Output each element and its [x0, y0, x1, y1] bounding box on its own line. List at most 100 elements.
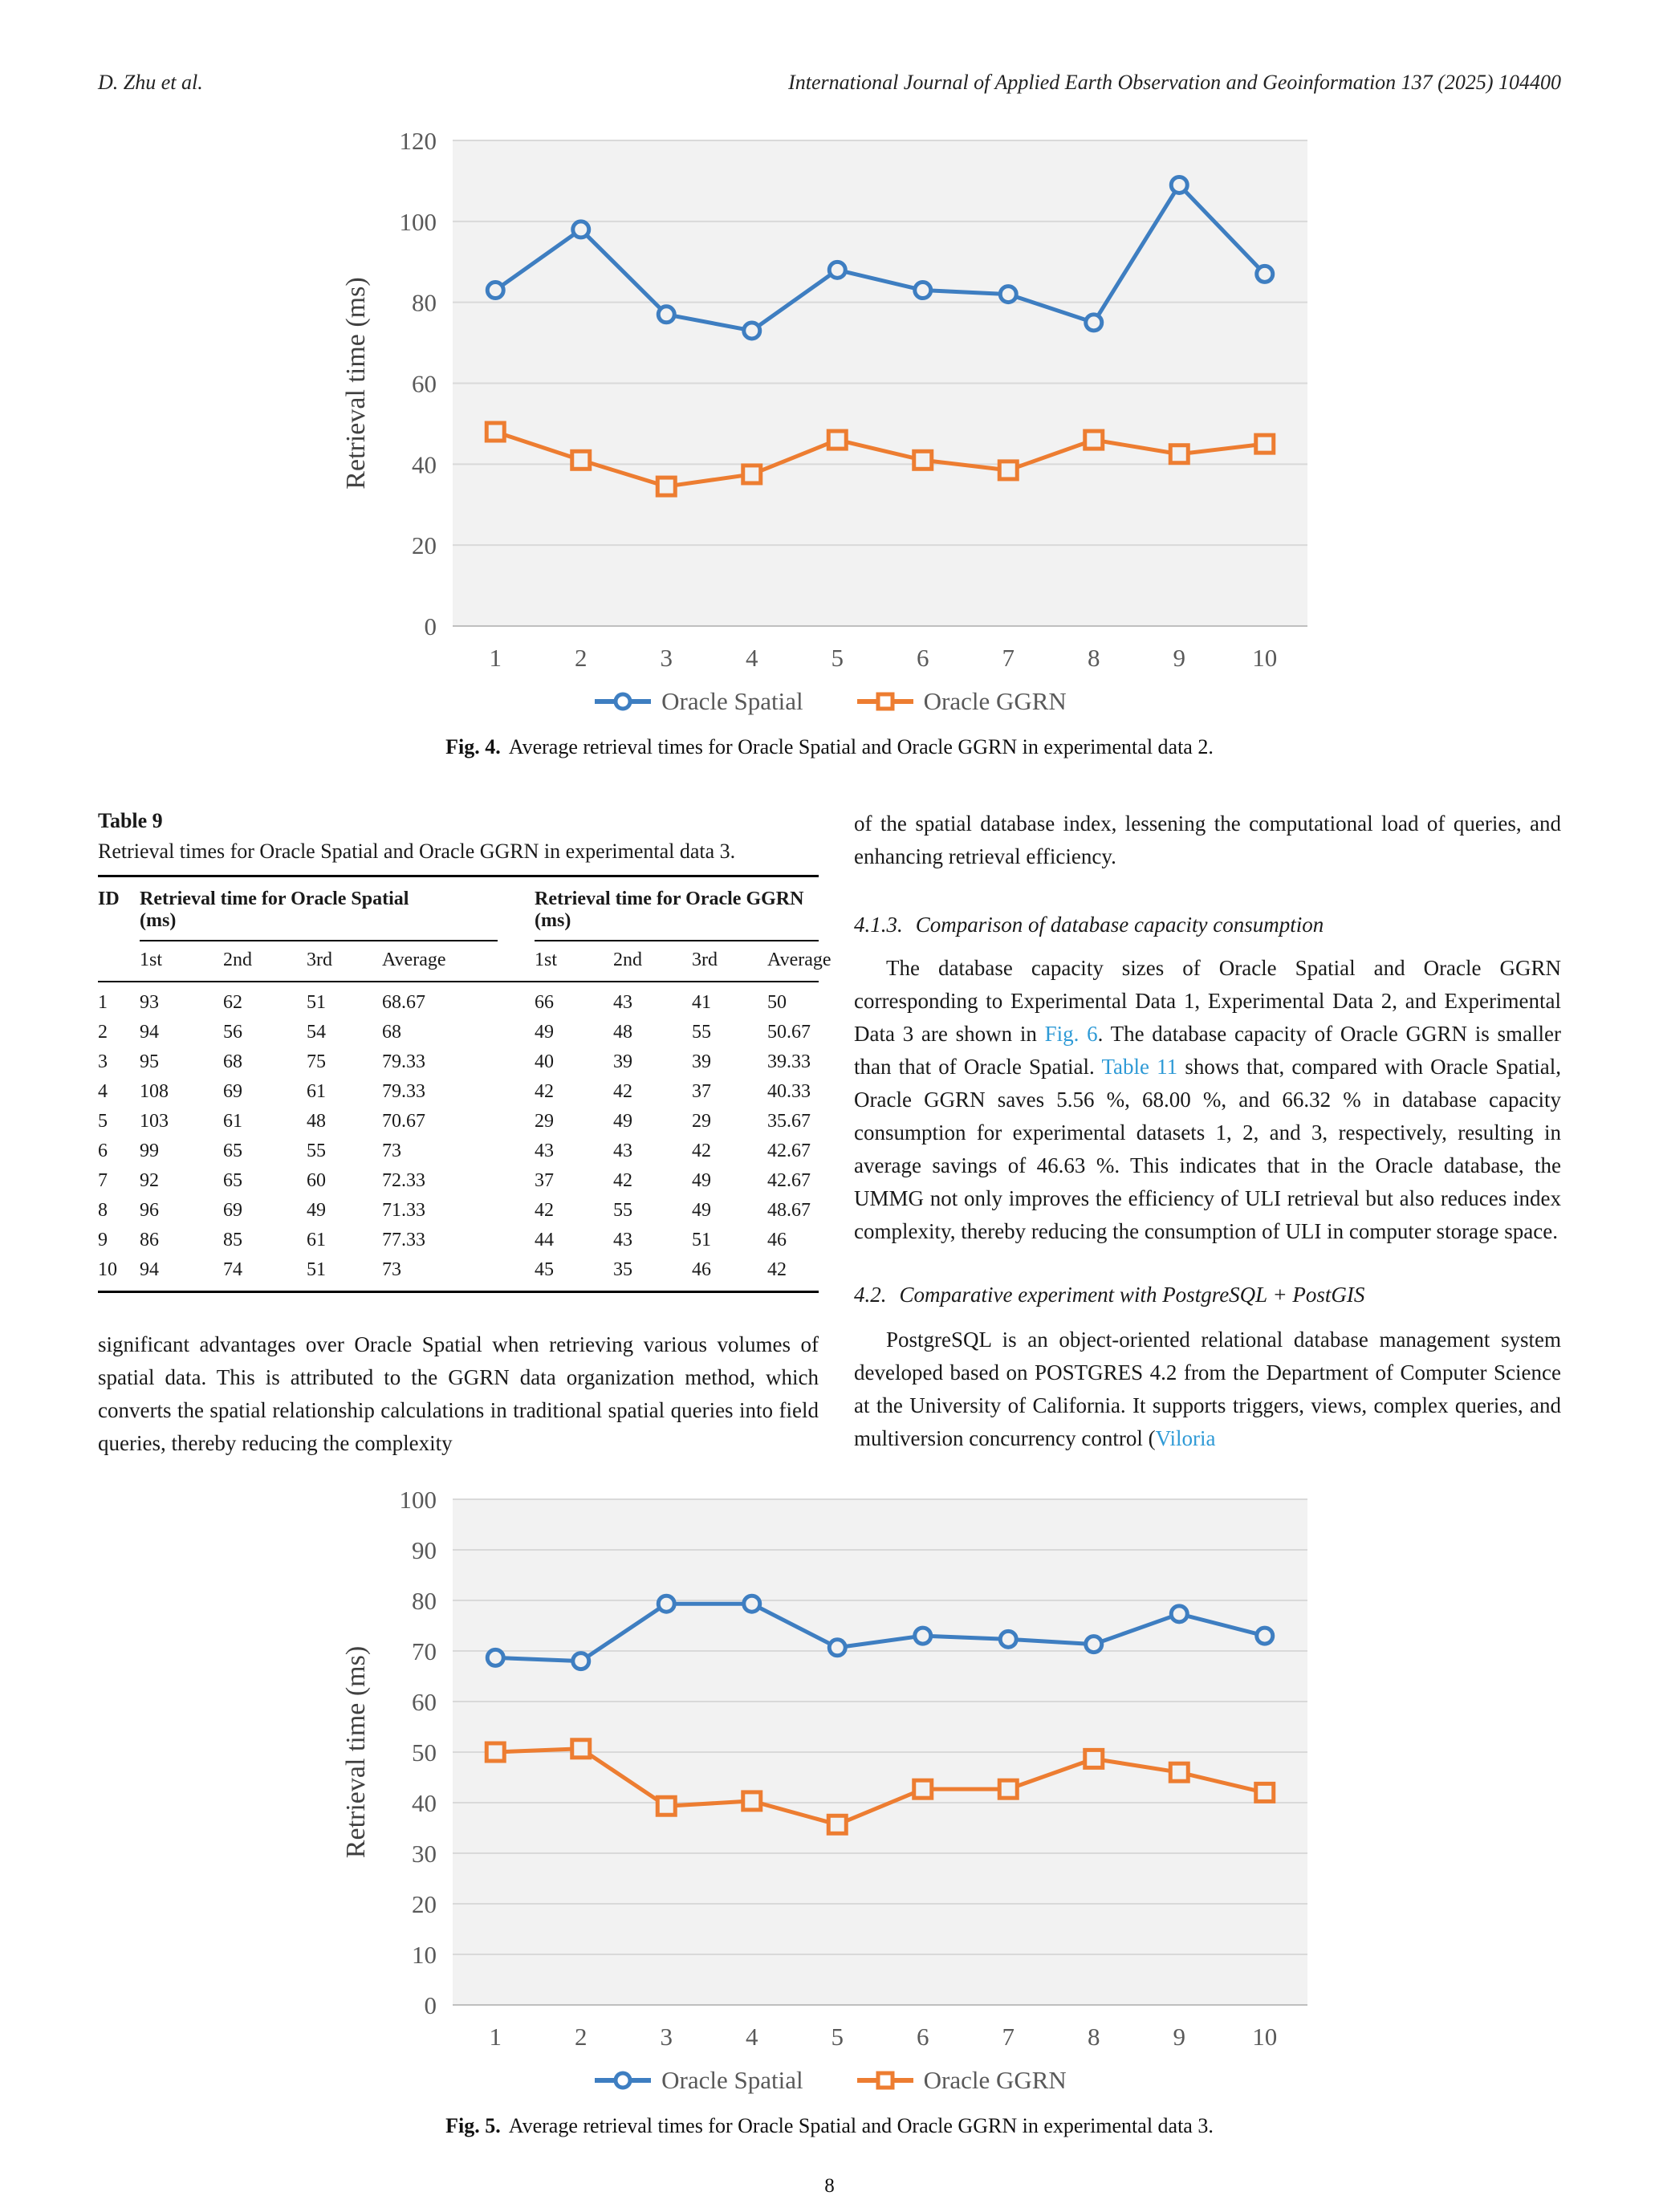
x-tick-label: 8 [1088, 2023, 1100, 2051]
table-cell: 79.33 [382, 1051, 425, 1072]
data-point-marker [570, 1651, 591, 1672]
table-cell: 39 [613, 1051, 633, 1072]
data-point-marker [1083, 1634, 1104, 1655]
table-row: 1 93 62 51 68.67 66 43 41 50 [98, 982, 819, 1018]
table-cell: 99 [140, 1141, 159, 1161]
y-tick-label: 60 [412, 370, 437, 398]
legend-marker [876, 2071, 895, 2090]
data-point-marker [485, 1647, 506, 1668]
x-tick-label: 4 [746, 644, 758, 672]
citation-link[interactable]: Viloria [1155, 1426, 1216, 1450]
table-cell: 103 [140, 1111, 169, 1132]
column-header-2nd: 2nd [613, 941, 693, 982]
y-tick-label: 120 [399, 128, 437, 155]
line-square-marker-icon [856, 692, 913, 711]
x-tick-label: 5 [831, 644, 844, 672]
table-cell: 43 [535, 1141, 555, 1161]
page-number: 8 [824, 2175, 835, 2197]
data-point-marker [1168, 1761, 1190, 1783]
column-header-1st: 1st [140, 941, 223, 982]
table-cell: 35 [613, 1259, 633, 1280]
y-tick-label: 40 [412, 1789, 437, 1817]
table-cell: 39.33 [767, 1051, 811, 1072]
table-cell: 51 [692, 1230, 712, 1250]
figure-5: 0 10 20 30 40 50 60 70 80 90 100 1 2 3 4 5 6 7 8 9 10 Retriev… [332, 1487, 1328, 2138]
table-cell: 42 [535, 1200, 555, 1221]
table-cell: 74 [223, 1259, 242, 1280]
spacer-cell [498, 1136, 535, 1166]
table-cell: 50 [767, 992, 787, 1013]
table-row: 7 92 65 60 72.33 37 42 49 42.67 [98, 1166, 819, 1196]
figure-4: 0 20 40 60 80 100 120 1 2 3 4 5 6 7 8 9 10 Retrieval time… [332, 128, 1328, 759]
x-tick-label: 6 [917, 2023, 929, 2051]
y-tick-label: 30 [412, 1840, 437, 1868]
table-cell: 61 [223, 1111, 242, 1132]
table-cell: 39 [692, 1051, 712, 1072]
right-paragraph-2: The database capacity sizes of Oracle Sp… [854, 952, 1561, 1248]
table-cell: 40 [535, 1051, 555, 1072]
table-cell: 73 [382, 1259, 401, 1280]
fig4-caption-label: Fig. 4. [445, 735, 501, 758]
citation-link[interactable]: Table 11 [1101, 1055, 1178, 1079]
table-cell: 40.33 [767, 1081, 811, 1102]
y-tick-label: 0 [424, 612, 437, 640]
data-point-marker [740, 463, 762, 486]
y-tick-label: 50 [412, 1738, 437, 1767]
y-tick-label: 70 [412, 1637, 437, 1665]
table-row: 3 95 68 75 79.33 40 39 39 39.33 [98, 1047, 819, 1077]
column-spacer [498, 941, 535, 982]
x-tick-label: 1 [489, 644, 502, 672]
data-point-marker [484, 1741, 506, 1763]
table-cell: 77.33 [382, 1230, 425, 1250]
column-spacer [98, 941, 140, 982]
right-column: of the spatial database index, lessening… [854, 806, 1561, 1460]
spacer-cell [498, 982, 535, 1018]
header-authors: D. Zhu et al. [98, 71, 203, 94]
section-title: Comparative experiment with PostgreSQL +… [899, 1283, 1365, 1307]
table-cell: 92 [140, 1170, 159, 1191]
legend-marker [876, 692, 895, 711]
data-point-marker [1168, 443, 1190, 466]
table-cell: 42.67 [767, 1141, 811, 1161]
x-tick-label: 2 [575, 644, 588, 672]
legend-label: Oracle Spatial [661, 687, 803, 715]
table-cell: 68 [382, 1022, 401, 1043]
table-cell: 43 [613, 1230, 633, 1250]
table-cell: 29 [535, 1111, 555, 1132]
y-tick-label: 100 [399, 208, 437, 236]
fig4-caption-text: Average retrieval times for Oracle Spati… [508, 735, 1214, 758]
table9-label: Table 9 [98, 809, 163, 832]
data-point-marker [484, 421, 506, 443]
left-column: Table 9 Retrieval times for Oracle Spati… [98, 806, 832, 1460]
table-cell: 72.33 [382, 1170, 425, 1191]
table-9: ID Retrieval time for Oracle Spatial (ms… [98, 875, 832, 1293]
table-cell: 46 [767, 1230, 787, 1250]
fig5-line-chart: 0 10 20 30 40 50 60 70 80 90 100 1 2 3 4 5 6 7 8 9 10 Retriev… [341, 1487, 1307, 2051]
legend-label: Oracle GGRN [923, 2066, 1067, 2094]
data-point-marker [740, 1790, 762, 1812]
line-circle-marker-icon [595, 692, 652, 711]
data-point-marker [1082, 429, 1104, 451]
y-tick-label: 80 [412, 289, 437, 317]
series-line-oracle-spatial [493, 182, 1267, 333]
table-cell: 50.67 [767, 1022, 811, 1043]
y-tick-label: 90 [412, 1536, 437, 1564]
fig4-legend: Oracle Spatial Oracle GGRN [332, 687, 1328, 716]
table-row: 9 86 85 61 77.33 44 43 51 46 [98, 1226, 819, 1255]
table-cell: 94 [140, 1259, 159, 1280]
table-cell: 56 [223, 1022, 242, 1043]
table-cell: 37 [692, 1081, 712, 1102]
table-cell: 42 [613, 1170, 633, 1191]
column-header-3rd: 3rd [307, 941, 382, 982]
table-cell: 75 [307, 1051, 326, 1072]
data-point-marker [1082, 1747, 1104, 1770]
series-line-oracle-ggrn [493, 429, 1267, 489]
column-spacer [498, 876, 535, 941]
row-id-cell: 10 [98, 1259, 117, 1280]
data-point-marker [1169, 1604, 1189, 1624]
x-tick-label: 10 [1252, 644, 1277, 672]
table-cell: 29 [692, 1111, 712, 1132]
citation-link[interactable]: Fig. 6 [1044, 1022, 1098, 1046]
table-cell: 54 [307, 1022, 326, 1043]
x-tick-label: 3 [660, 2023, 673, 2051]
